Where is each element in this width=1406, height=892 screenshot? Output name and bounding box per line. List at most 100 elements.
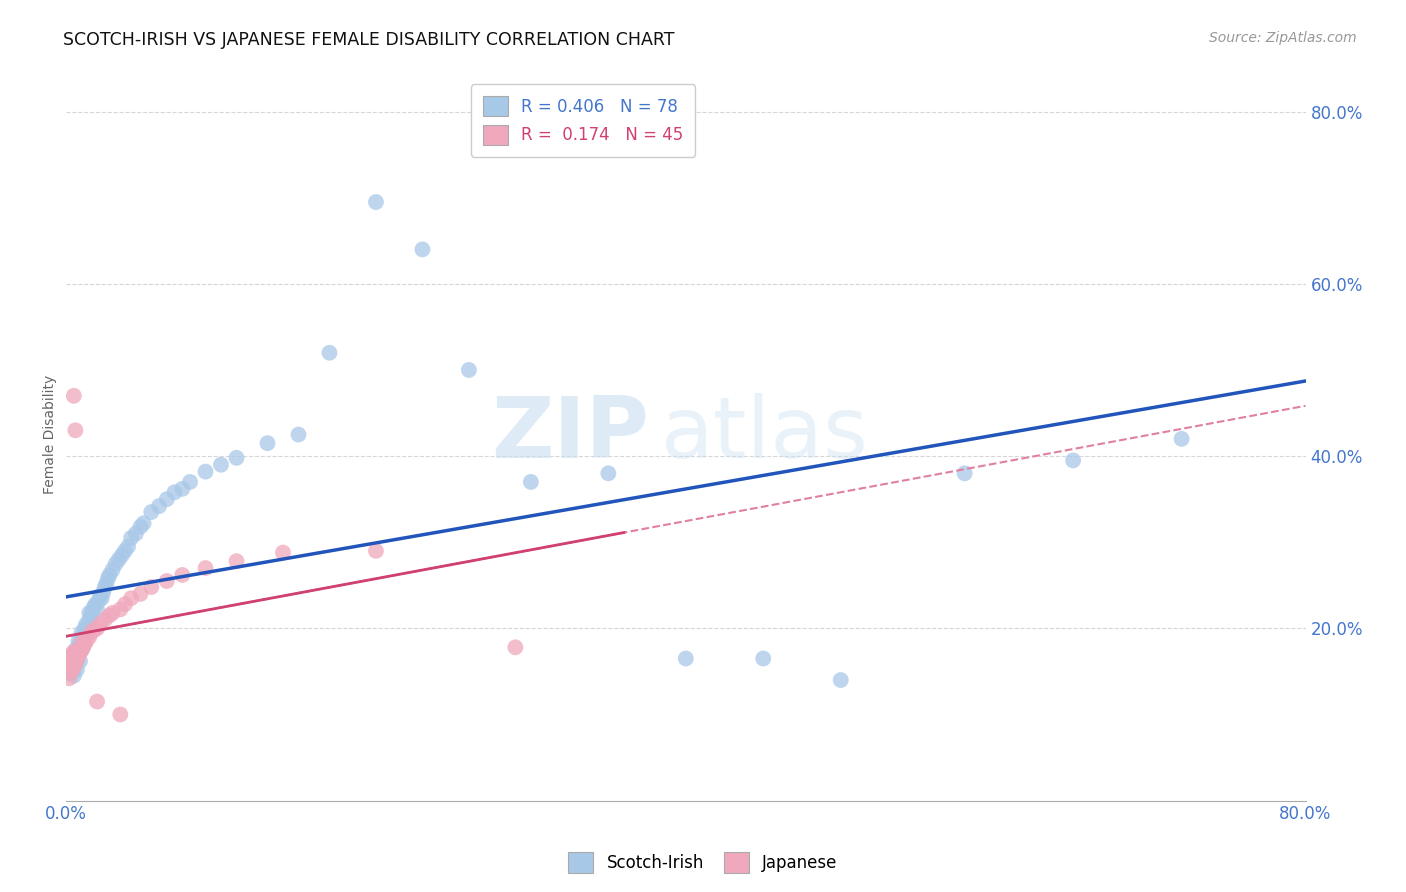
Y-axis label: Female Disability: Female Disability — [44, 375, 58, 494]
Point — [458, 363, 481, 377]
Point — [69, 644, 91, 658]
Point — [56, 660, 79, 674]
Point — [752, 651, 775, 665]
Point — [132, 516, 155, 531]
Point — [80, 625, 103, 640]
Point — [59, 657, 82, 672]
Point — [59, 665, 82, 679]
Point — [1062, 453, 1084, 467]
Point — [67, 643, 90, 657]
Point — [65, 656, 87, 670]
Point — [63, 660, 86, 674]
Point — [90, 591, 112, 606]
Point — [141, 505, 163, 519]
Point — [101, 606, 124, 620]
Point — [120, 531, 142, 545]
Point — [63, 669, 86, 683]
Point — [98, 608, 121, 623]
Point — [70, 636, 93, 650]
Point — [86, 695, 108, 709]
Point — [98, 568, 121, 582]
Point — [101, 563, 124, 577]
Point — [75, 634, 97, 648]
Point — [91, 585, 114, 599]
Point — [60, 663, 83, 677]
Point — [72, 640, 94, 655]
Point — [120, 591, 142, 606]
Point — [156, 492, 179, 507]
Point — [675, 651, 697, 665]
Point — [110, 602, 132, 616]
Point — [179, 475, 201, 489]
Point — [65, 423, 87, 437]
Point — [67, 634, 90, 648]
Point — [172, 482, 194, 496]
Point — [271, 545, 294, 559]
Point — [67, 648, 90, 663]
Point — [70, 625, 93, 640]
Point — [194, 465, 217, 479]
Point — [65, 657, 87, 672]
Point — [225, 450, 247, 465]
Point — [80, 608, 103, 623]
Point — [63, 654, 86, 668]
Point — [83, 623, 105, 637]
Point — [520, 475, 543, 489]
Point — [66, 645, 89, 659]
Point — [107, 552, 129, 566]
Point — [141, 580, 163, 594]
Point — [79, 630, 101, 644]
Point — [194, 561, 217, 575]
Point — [60, 651, 83, 665]
Point — [60, 647, 83, 661]
Text: ZIP: ZIP — [491, 393, 648, 476]
Point — [66, 653, 89, 667]
Legend: Scotch-Irish, Japanese: Scotch-Irish, Japanese — [561, 846, 845, 880]
Point — [70, 643, 93, 657]
Text: atlas: atlas — [661, 393, 869, 476]
Point — [63, 647, 86, 661]
Point — [72, 639, 94, 653]
Point — [86, 621, 108, 635]
Point — [111, 548, 134, 562]
Point — [97, 571, 120, 585]
Point — [63, 389, 86, 403]
Point — [70, 643, 93, 657]
Text: SCOTCH-IRISH VS JAPANESE FEMALE DISABILITY CORRELATION CHART: SCOTCH-IRISH VS JAPANESE FEMALE DISABILI… — [63, 31, 675, 49]
Point — [94, 580, 117, 594]
Point — [104, 557, 127, 571]
Point — [598, 467, 620, 481]
Point — [129, 520, 152, 534]
Point — [129, 587, 152, 601]
Point — [65, 643, 87, 657]
Point — [364, 544, 387, 558]
Point — [84, 597, 107, 611]
Point — [87, 594, 110, 608]
Point — [156, 574, 179, 588]
Point — [66, 645, 89, 659]
Point — [94, 613, 117, 627]
Point — [73, 637, 96, 651]
Legend: R = 0.406   N = 78, R =  0.174   N = 45: R = 0.406 N = 78, R = 0.174 N = 45 — [471, 84, 695, 156]
Point — [89, 589, 111, 603]
Point — [114, 544, 136, 558]
Point — [72, 628, 94, 642]
Point — [76, 620, 98, 634]
Point — [63, 645, 86, 659]
Point — [1170, 432, 1192, 446]
Point — [830, 673, 852, 687]
Point — [66, 663, 89, 677]
Point — [82, 604, 104, 618]
Point — [117, 540, 139, 554]
Point — [148, 499, 170, 513]
Point — [56, 666, 79, 681]
Point — [70, 634, 93, 648]
Point — [110, 707, 132, 722]
Point — [953, 467, 976, 481]
Point — [63, 651, 86, 665]
Text: Source: ZipAtlas.com: Source: ZipAtlas.com — [1209, 31, 1357, 45]
Point — [58, 656, 80, 670]
Point — [69, 645, 91, 659]
Point — [59, 651, 82, 665]
Point — [59, 666, 82, 681]
